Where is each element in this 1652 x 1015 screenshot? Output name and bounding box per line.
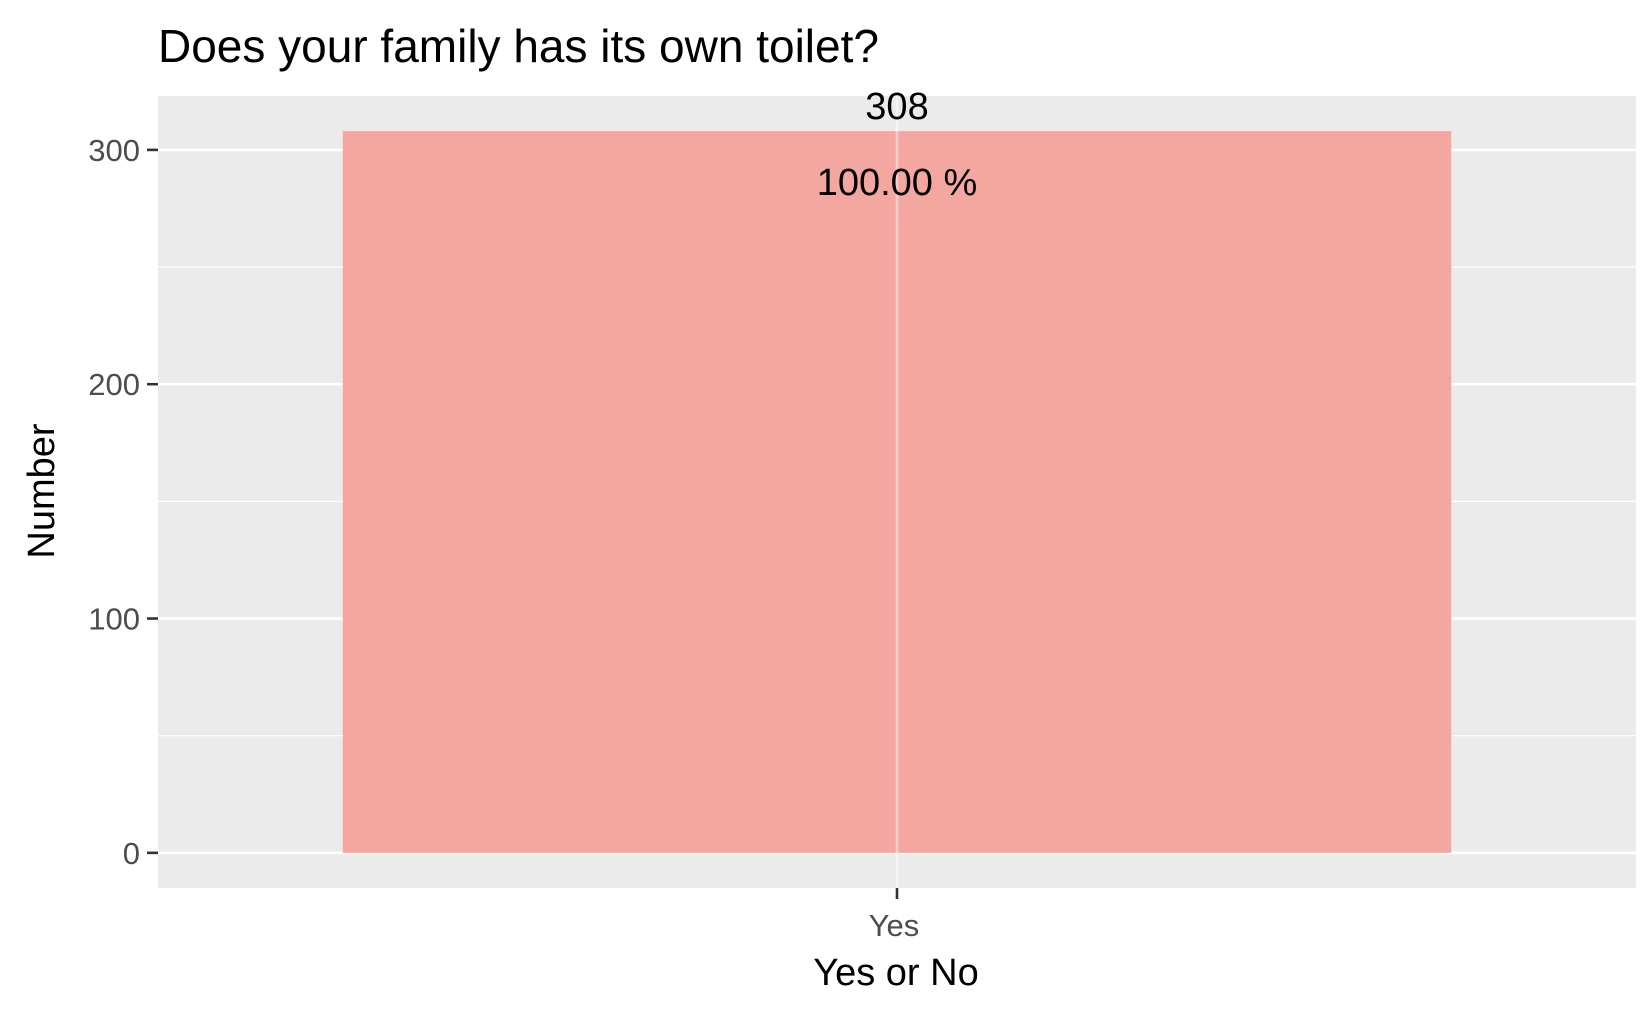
y-tick-label: 100 xyxy=(88,602,140,637)
y-tick-label: 200 xyxy=(88,367,140,402)
data-labels: 308 100.00 % xyxy=(817,86,978,204)
y-axis-title: Number xyxy=(21,423,63,558)
chart-title: Does your family has its own toilet? xyxy=(158,20,879,72)
y-tick-label: 300 xyxy=(88,133,140,168)
x-axis-title: Yes or No xyxy=(813,952,978,994)
bars xyxy=(342,131,1452,853)
x-tick-label: Yes xyxy=(869,908,920,943)
y-axis-ticks: 0 100 200 300 xyxy=(88,133,158,871)
percent-label: 100.00 % xyxy=(817,162,978,204)
value-label: 308 xyxy=(865,86,928,128)
y-tick-label: 0 xyxy=(123,836,140,871)
bar xyxy=(342,131,1452,853)
x-axis-ticks: Yes xyxy=(869,888,920,943)
